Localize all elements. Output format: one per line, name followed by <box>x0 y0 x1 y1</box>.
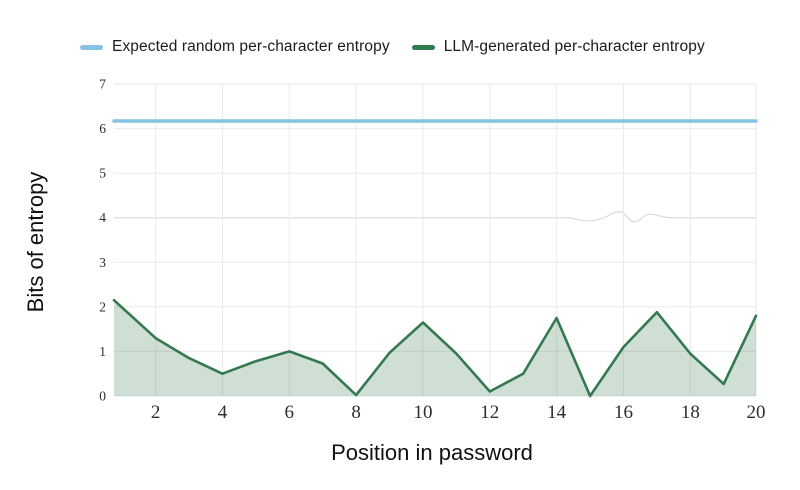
y-tick-label: 7 <box>99 77 106 92</box>
legend: Expected random per-character entropy LL… <box>80 38 705 56</box>
y-tick-label: 4 <box>99 210 106 225</box>
y-tick-label: 0 <box>99 389 106 404</box>
y-tick-label: 3 <box>99 255 106 270</box>
gridline-y-4-squiggle <box>114 211 756 223</box>
x-tick-label: 8 <box>351 402 361 423</box>
llm-generated-swatch-icon <box>411 44 435 50</box>
x-axis-title: Position in password <box>331 440 533 465</box>
y-axis-title: Bits of entropy <box>23 171 48 313</box>
x-tick-label: 16 <box>614 402 633 423</box>
legend-item-llm-generated: LLM-generated per-character entropy <box>411 38 705 56</box>
x-tick-label: 2 <box>151 402 161 423</box>
llm-entropy-line <box>112 298 758 398</box>
x-tick-label: 12 <box>480 402 499 423</box>
x-tick-label: 14 <box>547 402 567 423</box>
y-tick-label: 2 <box>99 299 106 314</box>
llm-entropy-area <box>114 300 756 396</box>
x-tick-label: 4 <box>218 402 228 423</box>
expected-random-swatch-icon <box>80 44 103 50</box>
x-tick-label: 18 <box>681 402 700 423</box>
legend-label-llm-generated: LLM-generated per-character entropy <box>443 38 705 55</box>
y-tick-label: 5 <box>99 166 106 181</box>
x-tick-label: 6 <box>285 402 295 423</box>
legend-item-expected-random: Expected random per-character entropy <box>80 38 390 56</box>
y-tick-label: 6 <box>99 121 106 136</box>
y-tick-label: 1 <box>99 344 106 359</box>
x-tick-label: 10 <box>413 402 432 423</box>
x-tick-label: 20 <box>747 402 766 423</box>
legend-label-expected-random: Expected random per-character entropy <box>112 38 390 55</box>
